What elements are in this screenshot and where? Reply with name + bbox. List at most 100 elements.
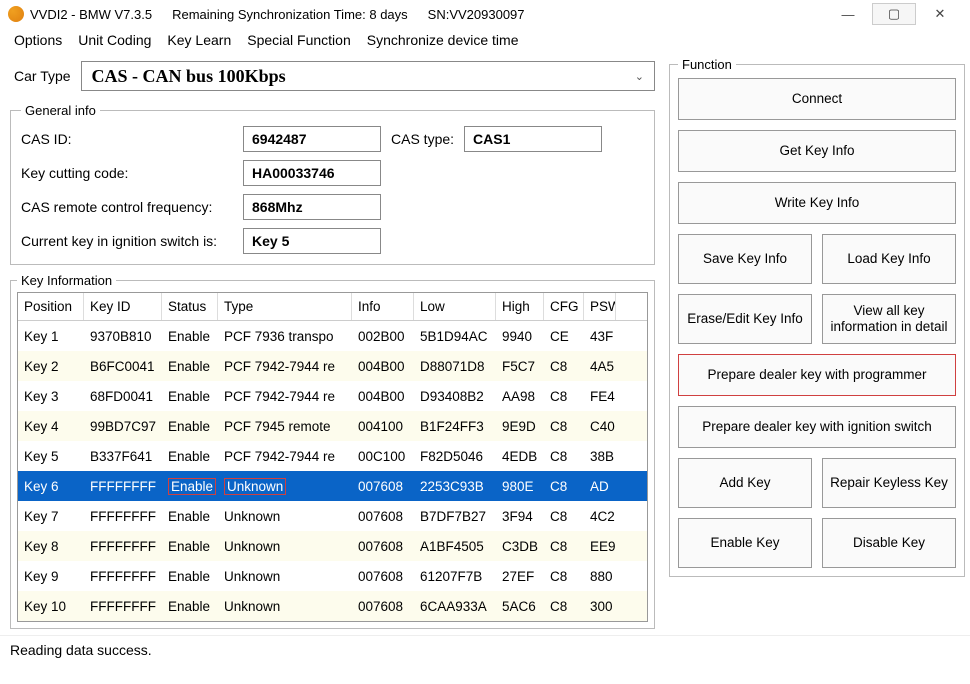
table-row[interactable]: Key 5B337F641EnablePCF 7942-7944 re00C10…: [18, 441, 647, 471]
col-high[interactable]: High: [496, 293, 544, 320]
disable-key-button[interactable]: Disable Key: [822, 518, 956, 568]
table-row[interactable]: Key 7FFFFFFFFEnableUnknown007608B7DF7B27…: [18, 501, 647, 531]
cell-pos: Key 8: [18, 534, 84, 559]
cell-status: Enable: [162, 444, 218, 469]
cell-low: B7DF7B27: [414, 504, 496, 529]
cell-psw: EE9: [584, 534, 616, 559]
table-row[interactable]: Key 499BD7C97EnablePCF 7945 remote004100…: [18, 411, 647, 441]
cell-info: 004B00: [352, 354, 414, 379]
cell-type: PCF 7942-7944 re: [218, 384, 352, 409]
col-cfg[interactable]: CFG: [544, 293, 584, 320]
cell-psw: FE4: [584, 384, 616, 409]
cell-psw: AD: [584, 474, 616, 499]
function-legend: Function: [678, 57, 736, 72]
table-row[interactable]: Key 6FFFFFFFFEnableUnknown0076082253C93B…: [18, 471, 647, 501]
cell-cfg: C8: [544, 534, 584, 559]
get-key-info-button[interactable]: Get Key Info: [678, 130, 956, 172]
write-key-info-button[interactable]: Write Key Info: [678, 182, 956, 224]
cell-high: 3F94: [496, 504, 544, 529]
cell-status: Enable: [162, 474, 218, 499]
minimize-button[interactable]: —: [826, 3, 870, 25]
col-keyid[interactable]: Key ID: [84, 293, 162, 320]
cell-pos: Key 4: [18, 414, 84, 439]
cut-code-label: Key cutting code:: [21, 165, 233, 181]
cell-type: PCF 7936 transpo: [218, 324, 352, 349]
table-row[interactable]: Key 10FFFFFFFFEnableUnknown0076086CAA933…: [18, 591, 647, 621]
cell-keyid: FFFFFFFF: [84, 474, 162, 499]
cell-cfg: C8: [544, 474, 584, 499]
table-row[interactable]: Key 2B6FC0041EnablePCF 7942-7944 re004B0…: [18, 351, 647, 381]
add-key-button[interactable]: Add Key: [678, 458, 812, 508]
car-type-value: CAS - CAN bus 100Kbps: [92, 66, 286, 87]
cell-status: Enable: [162, 354, 218, 379]
col-type[interactable]: Type: [218, 293, 352, 320]
freq-value: 868Mhz: [243, 194, 381, 220]
close-button[interactable]: ✕: [918, 3, 962, 25]
col-low[interactable]: Low: [414, 293, 496, 320]
menu-options[interactable]: Options: [8, 30, 68, 50]
cell-high: 980E: [496, 474, 544, 499]
menu-unit-coding[interactable]: Unit Coding: [72, 30, 157, 50]
cell-high: F5C7: [496, 354, 544, 379]
col-psw[interactable]: PSW: [584, 293, 616, 320]
cell-low: 2253C93B: [414, 474, 496, 499]
maximize-button[interactable]: ▢: [872, 3, 916, 25]
cell-info: 004100: [352, 414, 414, 439]
menu-key-learn[interactable]: Key Learn: [161, 30, 237, 50]
col-position[interactable]: Position: [18, 293, 84, 320]
cell-type: PCF 7945 remote: [218, 414, 352, 439]
repair-keyless-key-button[interactable]: Repair Keyless Key: [822, 458, 956, 508]
load-key-info-button[interactable]: Load Key Info: [822, 234, 956, 284]
app-icon: [8, 6, 24, 22]
prepare-dealer-key-programmer-button[interactable]: Prepare dealer key with programmer: [678, 354, 956, 396]
cell-pos: Key 2: [18, 354, 84, 379]
sync-time: Remaining Synchronization Time: 8 days: [172, 7, 408, 22]
save-key-info-button[interactable]: Save Key Info: [678, 234, 812, 284]
cas-id-label: CAS ID:: [21, 131, 233, 147]
cell-pos: Key 9: [18, 564, 84, 589]
table-row[interactable]: Key 8FFFFFFFFEnableUnknown007608A1BF4505…: [18, 531, 647, 561]
cell-keyid: FFFFFFFF: [84, 504, 162, 529]
cell-status: Enable: [162, 564, 218, 589]
car-type-select[interactable]: CAS - CAN bus 100Kbps ⌄: [81, 61, 655, 91]
col-info[interactable]: Info: [352, 293, 414, 320]
cell-pos: Key 7: [18, 504, 84, 529]
car-type-label: Car Type: [14, 68, 71, 84]
table-header: Position Key ID Status Type Info Low Hig…: [18, 293, 647, 321]
cell-status: Enable: [162, 594, 218, 619]
cell-type: Unknown: [218, 474, 352, 499]
cell-cfg: C8: [544, 564, 584, 589]
cell-info: 00C100: [352, 444, 414, 469]
cell-low: A1BF4505: [414, 534, 496, 559]
cell-pos: Key 5: [18, 444, 84, 469]
cell-keyid: B337F641: [84, 444, 162, 469]
table-row[interactable]: Key 9FFFFFFFFEnableUnknown00760861207F7B…: [18, 561, 647, 591]
col-status[interactable]: Status: [162, 293, 218, 320]
cell-low: 6CAA933A: [414, 594, 496, 619]
cell-low: D93408B2: [414, 384, 496, 409]
cell-psw: 4C2: [584, 504, 616, 529]
cell-keyid: FFFFFFFF: [84, 594, 162, 619]
table-row[interactable]: Key 19370B810EnablePCF 7936 transpo002B0…: [18, 321, 647, 351]
horizontal-scrollbar[interactable]: ‹ ›: [18, 621, 647, 622]
view-all-key-info-button[interactable]: View all key information in detail: [822, 294, 956, 344]
cell-pos: Key 1: [18, 324, 84, 349]
cell-low: 5B1D94AC: [414, 324, 496, 349]
enable-key-button[interactable]: Enable Key: [678, 518, 812, 568]
cell-cfg: C8: [544, 414, 584, 439]
cell-info: 004B00: [352, 384, 414, 409]
prepare-dealer-key-ignition-button[interactable]: Prepare dealer key with ignition switch: [678, 406, 956, 448]
table-row[interactable]: Key 368FD0041EnablePCF 7942-7944 re004B0…: [18, 381, 647, 411]
menu-special-function[interactable]: Special Function: [241, 30, 357, 50]
cell-low: F82D5046: [414, 444, 496, 469]
connect-button[interactable]: Connect: [678, 78, 956, 120]
erase-edit-key-button[interactable]: Erase/Edit Key Info: [678, 294, 812, 344]
table-body: Key 19370B810EnablePCF 7936 transpo002B0…: [18, 321, 647, 621]
cell-status: Enable: [162, 324, 218, 349]
menu-sync-time[interactable]: Synchronize device time: [361, 30, 525, 50]
cell-psw: 880: [584, 564, 616, 589]
cell-high: C3DB: [496, 534, 544, 559]
key-information-legend: Key Information: [17, 273, 116, 288]
key-information-group: Key Information Position Key ID Status T…: [10, 273, 655, 629]
cell-keyid: 99BD7C97: [84, 414, 162, 439]
